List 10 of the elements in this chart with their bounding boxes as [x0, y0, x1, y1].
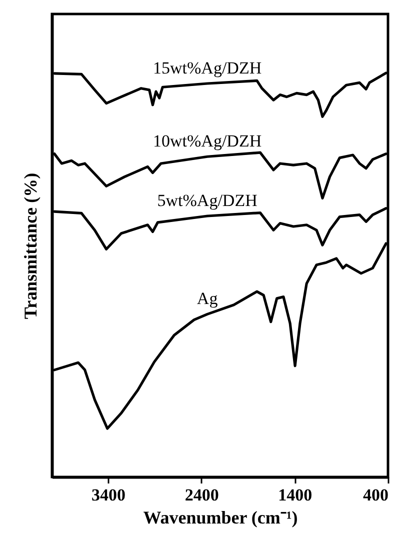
- x-tick-label: 400: [363, 486, 388, 504]
- x-tick-label: 2400: [184, 486, 219, 504]
- series-label: 10wt%Ag/DZH: [153, 132, 262, 151]
- series-label: 15wt%Ag/DZH: [153, 58, 262, 78]
- x-tick-label: 1400: [278, 486, 312, 504]
- series-label: Ag: [196, 289, 218, 308]
- y-axis-title: Transmittance (%): [20, 172, 40, 320]
- x-axis-title: Wavenumber (cm⁻¹): [143, 508, 298, 528]
- series-label: 5wt%Ag/DZH: [157, 191, 258, 210]
- x-tick-label: 3400: [92, 486, 126, 504]
